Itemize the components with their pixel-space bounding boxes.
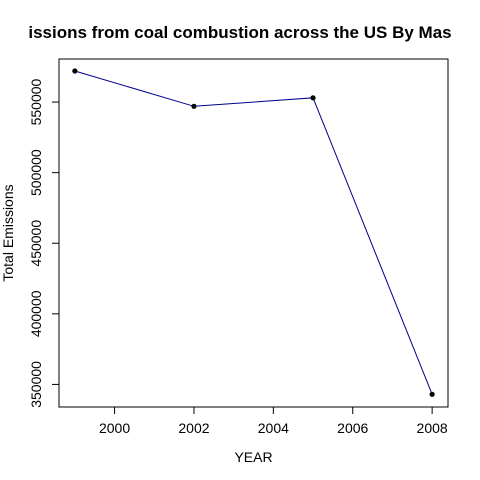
x-axis-label: YEAR <box>234 449 272 465</box>
y-tick-label: 400000 <box>28 290 44 337</box>
series-group <box>72 68 435 397</box>
x-tick-label: 2000 <box>99 420 130 436</box>
x-axis: 2000 2002 2004 2006 2008 <box>99 406 448 436</box>
x-tick-label: 2004 <box>258 420 289 436</box>
y-axis-label: Total Emissions <box>0 184 16 281</box>
x-tick-label: 2008 <box>417 420 448 436</box>
plot-frame <box>58 58 449 408</box>
y-tick-label: 450000 <box>28 220 44 267</box>
data-point <box>310 95 316 101</box>
chart-title: issions from coal combustion across the … <box>28 23 451 42</box>
series-line <box>74 70 433 395</box>
data-point <box>191 103 197 109</box>
y-axis: 350000 400000 450000 500000 550000 <box>28 78 60 408</box>
y-tick-label: 550000 <box>28 78 44 125</box>
data-point <box>429 391 435 397</box>
data-point <box>72 68 78 74</box>
y-tick-label: 500000 <box>28 149 44 196</box>
x-tick-label: 2006 <box>337 420 368 436</box>
x-tick-label: 2002 <box>178 420 209 436</box>
y-tick-label: 350000 <box>28 361 44 408</box>
